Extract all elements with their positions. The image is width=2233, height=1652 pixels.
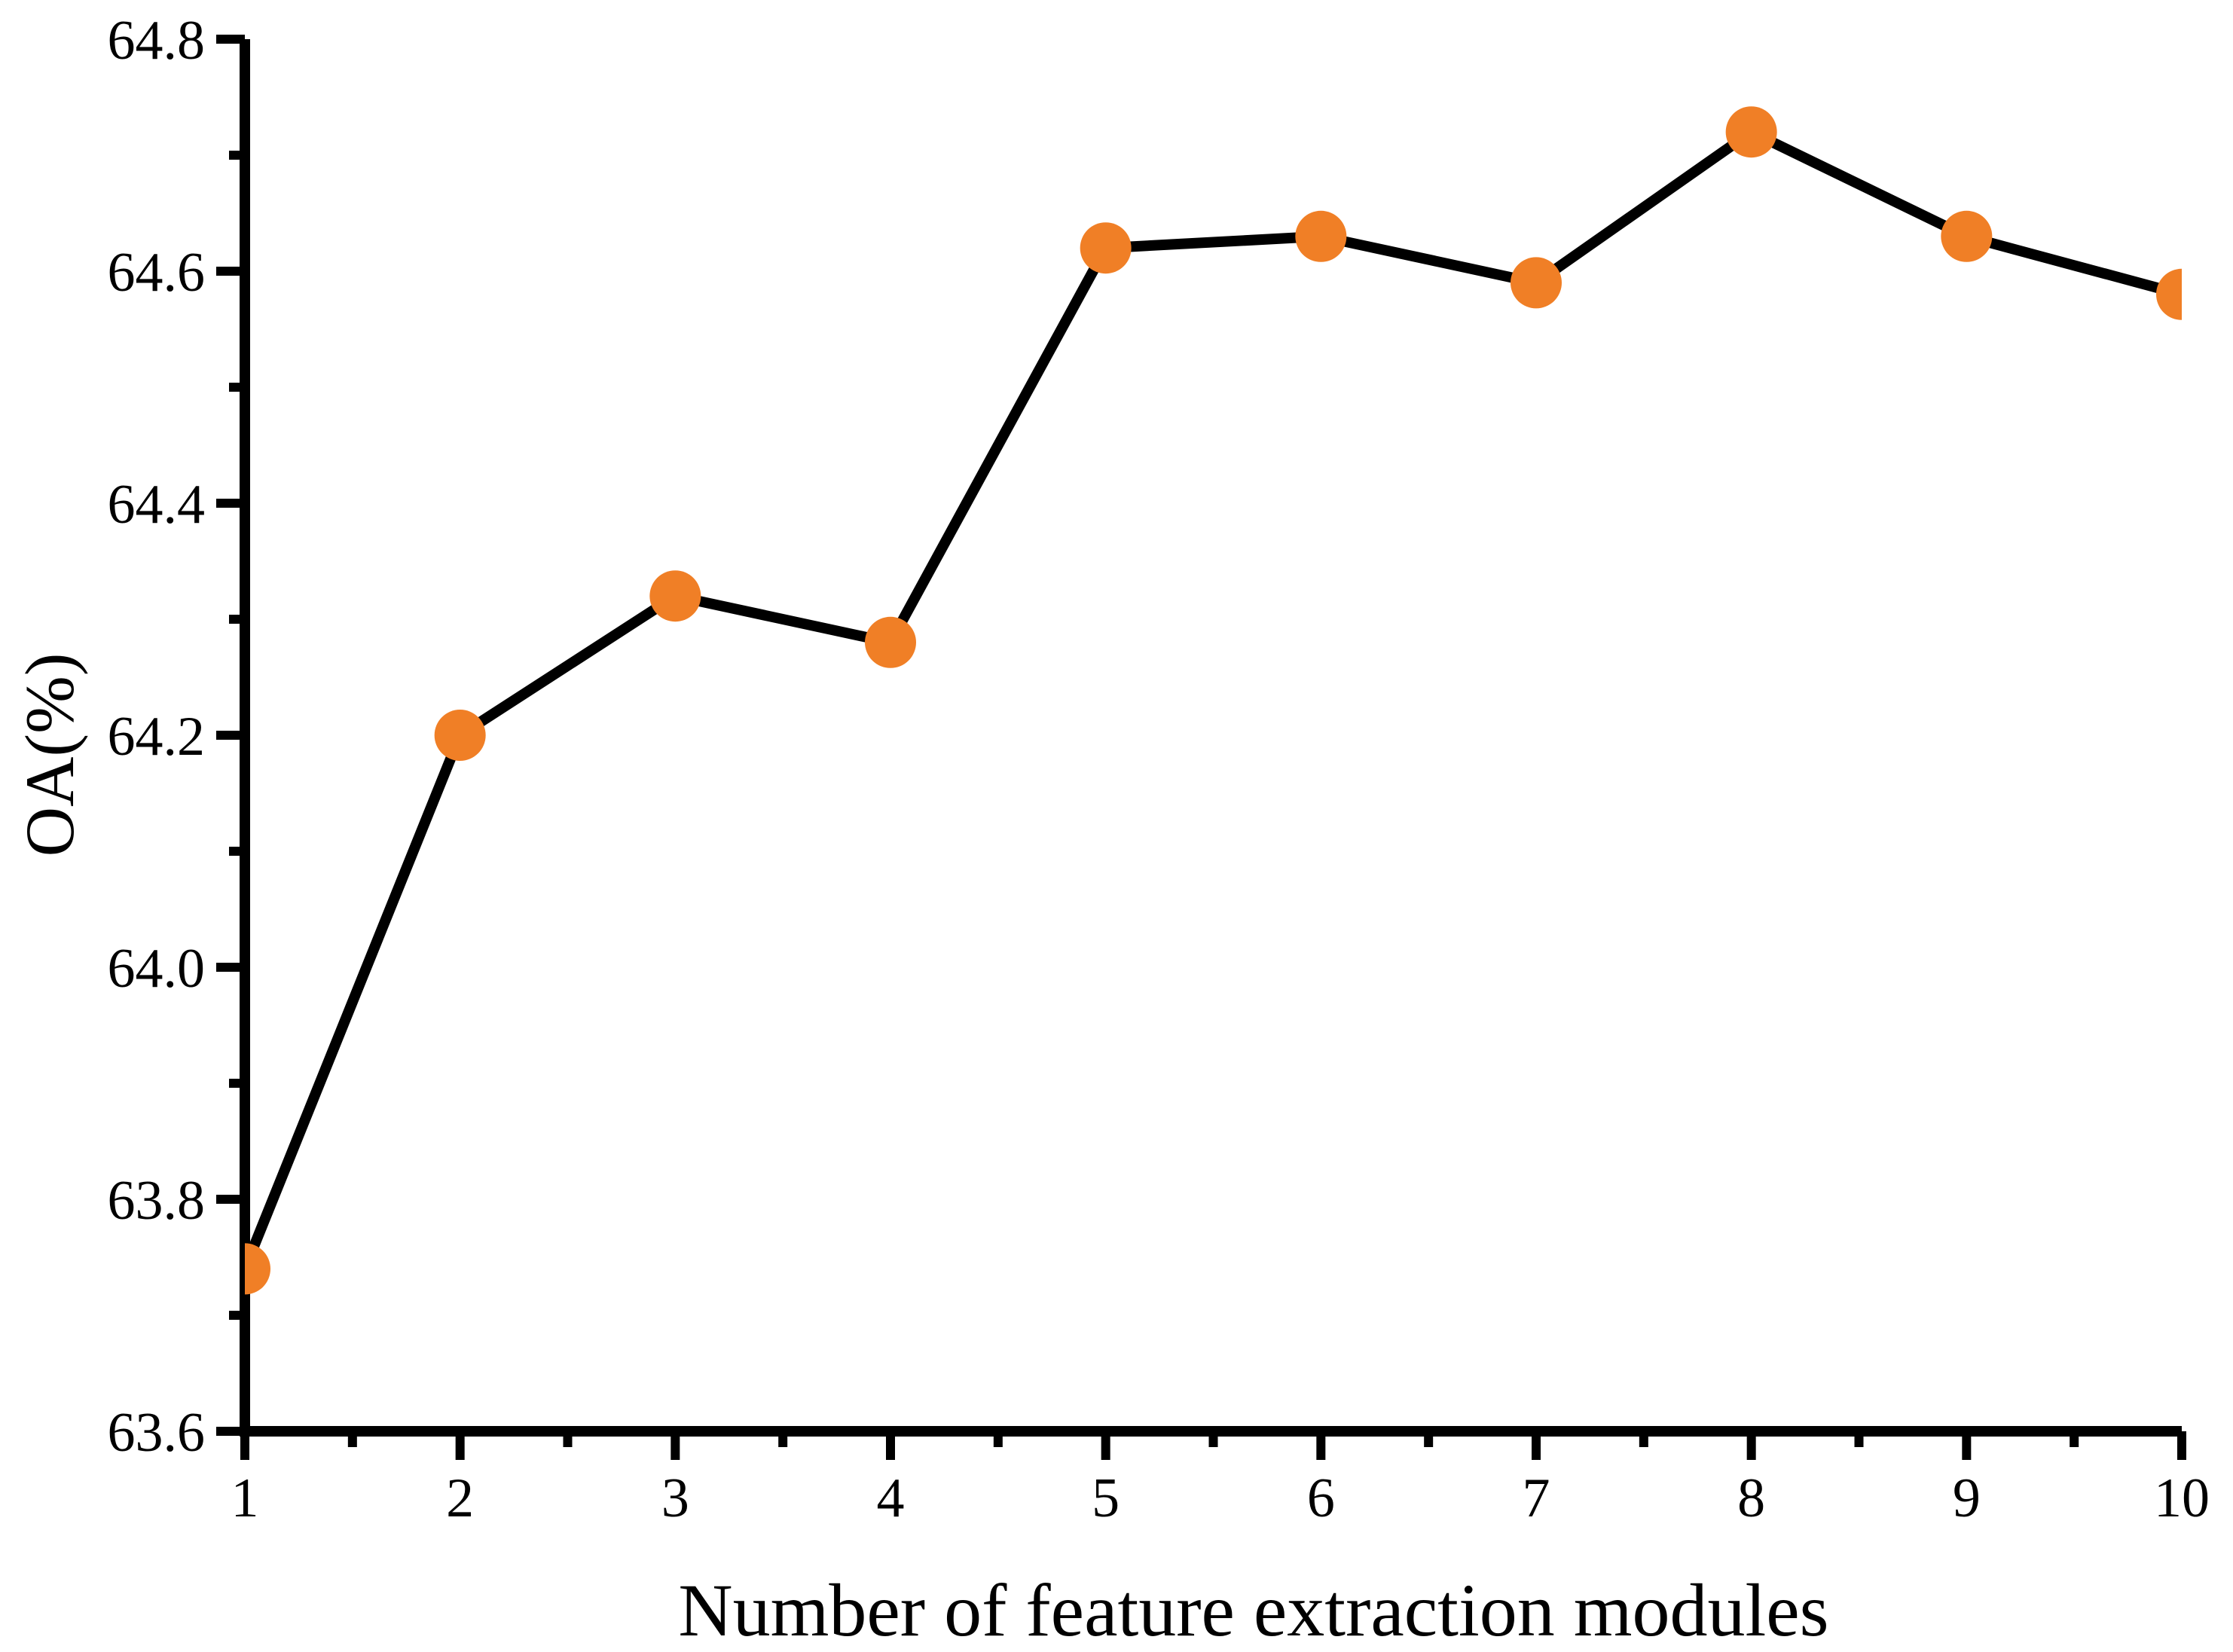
data-point (1511, 257, 1562, 309)
x-tick-label: 2 (446, 1467, 474, 1529)
x-axis-title: Number of feature extraction modules (678, 1568, 1829, 1652)
x-tick-label: 8 (1737, 1467, 1765, 1529)
data-point (245, 1243, 270, 1295)
x-tick-label: 9 (1953, 1467, 1981, 1529)
data-point (1725, 106, 1777, 158)
y-tick-label: 64.4 (108, 474, 206, 536)
data-point (865, 616, 916, 668)
y-tick-label: 63.8 (108, 1170, 206, 1232)
data-point (2156, 268, 2182, 320)
y-tick-label: 64.6 (108, 242, 206, 304)
x-tick-label: 3 (661, 1467, 689, 1529)
data-point (1295, 210, 1347, 262)
data-point (1941, 210, 1993, 262)
x-tick-label: 4 (877, 1467, 905, 1529)
y-axis-title: OA(%) (11, 652, 88, 857)
y-tick-label: 63.6 (108, 1402, 206, 1464)
x-tick-label: 10 (2154, 1467, 2210, 1529)
y-tick-label: 64.2 (108, 706, 206, 768)
data-point (434, 710, 486, 761)
x-tick-label: 6 (1307, 1467, 1335, 1529)
data-point (1080, 222, 1132, 274)
x-tick-label: 5 (1092, 1467, 1120, 1529)
data-line (245, 127, 2182, 1272)
y-tick-label: 64.8 (108, 10, 206, 72)
x-tick-label: 7 (1523, 1467, 1550, 1529)
x-tick-label: 1 (231, 1467, 259, 1529)
data-point (649, 570, 701, 622)
y-tick-label: 64.0 (108, 938, 206, 1000)
